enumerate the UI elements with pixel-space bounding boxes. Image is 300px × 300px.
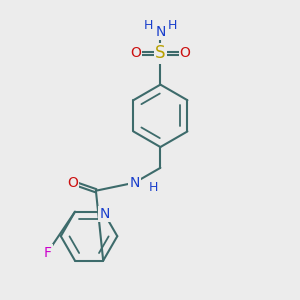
Text: S: S (155, 44, 166, 62)
Text: H: H (144, 19, 154, 32)
Text: H: H (167, 19, 177, 32)
Text: H: H (148, 181, 158, 194)
Text: O: O (67, 176, 78, 190)
Text: N: N (155, 25, 166, 39)
Text: O: O (180, 46, 190, 60)
Text: N: N (129, 176, 140, 190)
Text: N: N (100, 207, 110, 221)
Text: F: F (44, 245, 52, 260)
Text: O: O (130, 46, 141, 60)
